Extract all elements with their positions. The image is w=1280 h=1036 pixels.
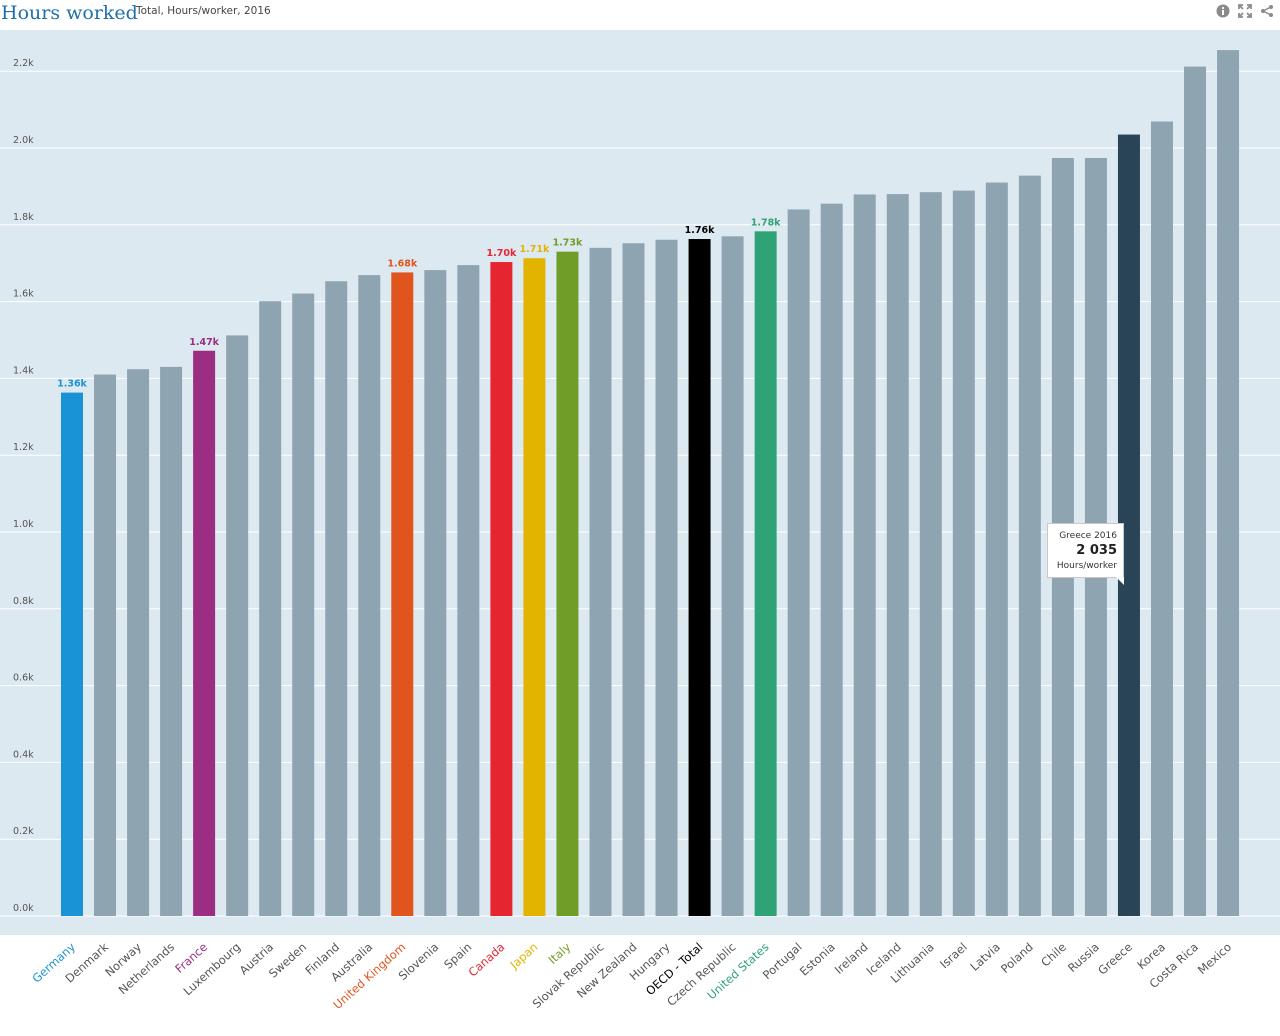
- y-tick-label: 1.6k: [13, 289, 34, 300]
- x-tick-label: Mexico: [1195, 940, 1234, 977]
- y-tick-label: 2.0k: [13, 135, 34, 146]
- x-tick-label: Greece: [1095, 940, 1135, 978]
- bar-portugal: [787, 209, 810, 916]
- x-tick-label: Latvia: [967, 940, 1002, 974]
- bar-lithuania: [919, 192, 942, 916]
- bar-united-kingdom: [391, 272, 414, 916]
- tooltip-value: 2 035: [1076, 543, 1117, 559]
- x-tick-label: Israel: [937, 940, 970, 971]
- data-label: 1.68k: [387, 258, 417, 269]
- bar-australia: [358, 275, 381, 916]
- bar-denmark: [94, 374, 117, 916]
- y-tick-label: 1.2k: [13, 442, 34, 453]
- share-icon[interactable]: [1258, 2, 1276, 20]
- data-label: 1.73k: [553, 238, 583, 249]
- bar-poland: [1018, 175, 1041, 916]
- bar-mexico: [1217, 50, 1240, 916]
- bar-korea: [1150, 121, 1173, 916]
- info-icon[interactable]: [1214, 2, 1232, 20]
- bar-estonia: [820, 203, 843, 916]
- bar-canada: [490, 262, 513, 917]
- bar-france: [193, 350, 216, 916]
- bar-japan: [523, 258, 546, 916]
- bar-germany: [61, 392, 83, 916]
- bar-netherlands: [160, 366, 183, 916]
- bar-slovak-republic: [589, 247, 612, 917]
- chart-toolbar: [1214, 2, 1276, 20]
- y-tick-label: 1.4k: [13, 365, 34, 376]
- bar-slovenia: [424, 270, 447, 916]
- y-tick-label: 0.8k: [13, 596, 34, 607]
- bar-iceland: [886, 194, 909, 916]
- bar-oecd-total: [688, 239, 711, 916]
- bar-hungary: [655, 239, 678, 916]
- chart-header: Hours worked Total, Hours/worker, 2016: [0, 0, 1280, 30]
- y-tick-label: 2.2k: [13, 58, 34, 69]
- bar-austria: [259, 301, 282, 916]
- bar-greece: [1117, 134, 1140, 916]
- chart-tooltip: Greece 2016 2 035 Hours/worker: [1047, 523, 1124, 585]
- y-tick-label: 0.0k: [13, 903, 34, 914]
- tooltip-unit: Hours/worker: [1056, 560, 1117, 571]
- tooltip-label: Greece 2016: [1059, 531, 1117, 541]
- bar-czech-republic: [721, 236, 744, 916]
- bar-finland: [325, 281, 348, 916]
- bar-costa-rica: [1184, 66, 1207, 917]
- bar-italy: [556, 251, 579, 916]
- bar-spain: [457, 265, 480, 916]
- data-label: 1.71k: [520, 244, 550, 255]
- bar-latvia: [985, 182, 1008, 916]
- bar-israel: [952, 190, 975, 916]
- bar-sweden: [292, 293, 315, 916]
- x-tick-label: Estonia: [797, 940, 838, 979]
- bar-united-states: [754, 231, 777, 916]
- chart-title: Hours worked: [1, 2, 138, 24]
- y-tick-label: 0.4k: [13, 749, 34, 760]
- data-label: 1.70k: [487, 248, 517, 259]
- data-label: 1.36k: [57, 379, 87, 390]
- bar-norway: [127, 369, 150, 917]
- x-tick-label: Poland: [998, 940, 1036, 976]
- chart-subtitle: Total, Hours/worker, 2016: [136, 5, 271, 17]
- x-tick-label: Canada: [466, 940, 508, 980]
- y-tick-label: 1.0k: [13, 519, 34, 530]
- x-tick-label: Italy: [546, 940, 574, 967]
- bar-luxembourg: [226, 335, 249, 917]
- bar-ireland: [853, 194, 876, 917]
- x-tick-label: Japan: [506, 940, 540, 973]
- x-tick-label: Ireland: [832, 940, 871, 977]
- bar-new-zealand: [622, 243, 645, 916]
- y-tick-label: 0.2k: [13, 826, 34, 837]
- x-tick-label: Sweden: [266, 940, 309, 981]
- data-label: 1.78k: [751, 217, 781, 228]
- data-label: 1.47k: [189, 337, 219, 348]
- y-tick-label: 1.8k: [13, 212, 34, 223]
- y-tick-label: 0.6k: [13, 673, 34, 684]
- data-label: 1.76k: [685, 225, 715, 236]
- expand-icon[interactable]: [1236, 2, 1254, 20]
- tooltip-pointer: [1116, 577, 1124, 585]
